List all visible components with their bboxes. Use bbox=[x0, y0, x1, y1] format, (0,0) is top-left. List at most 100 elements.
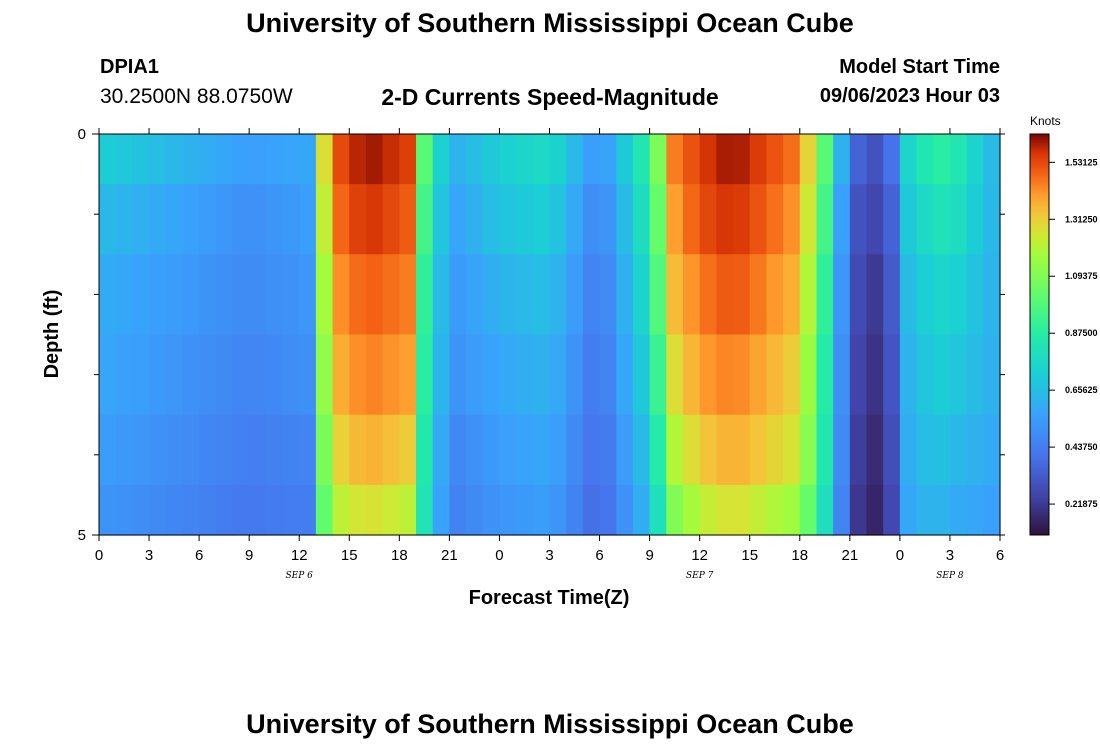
heatmap-cell bbox=[649, 414, 667, 486]
heatmap-cell bbox=[682, 414, 701, 486]
heatmap-cell bbox=[549, 184, 567, 255]
heatmap-cell bbox=[866, 254, 884, 336]
heatmap-cell bbox=[699, 254, 717, 336]
heatmap-cell bbox=[182, 334, 200, 416]
heatmap-cell bbox=[382, 184, 400, 255]
heatmap-cell bbox=[416, 254, 434, 336]
heatmap-cell bbox=[716, 334, 734, 416]
heatmap-cell bbox=[599, 184, 617, 255]
heatmap-cell bbox=[682, 254, 701, 336]
heatmap-cell bbox=[983, 334, 1001, 416]
heatmap-cell bbox=[215, 484, 234, 536]
heatmap-cell bbox=[599, 484, 617, 536]
heatmap-cell bbox=[382, 334, 400, 416]
heatmap-cell bbox=[816, 134, 834, 185]
heatmap-cell bbox=[99, 254, 117, 336]
heatmap-cell bbox=[799, 334, 818, 416]
heatmap-cell bbox=[899, 334, 918, 416]
model-start-label: Model Start Time bbox=[839, 56, 1000, 78]
heatmap-cell bbox=[883, 254, 901, 336]
heatmap-cell bbox=[399, 184, 417, 255]
heatmap-cell bbox=[332, 254, 350, 336]
heatmap-cell bbox=[549, 414, 567, 486]
heatmap-cell bbox=[332, 414, 350, 486]
heatmap-cell bbox=[199, 184, 217, 255]
heatmap-cell bbox=[349, 134, 367, 185]
x-tick-label: 12 bbox=[691, 547, 708, 564]
heatmap-cell bbox=[365, 254, 384, 336]
heatmap-cell bbox=[666, 134, 684, 185]
heatmap-cell bbox=[632, 334, 651, 416]
heatmap-cell bbox=[783, 184, 801, 255]
heatmap-cell bbox=[232, 484, 250, 536]
heatmap-cell bbox=[499, 184, 517, 255]
heatmap-cell bbox=[249, 254, 267, 336]
heatmap-cell bbox=[215, 134, 234, 185]
x-tick-label: 21 bbox=[441, 547, 458, 564]
heatmap-cell bbox=[332, 334, 350, 416]
heatmap-cell bbox=[632, 484, 651, 536]
heatmap-cell bbox=[566, 254, 584, 336]
heatmap-cell bbox=[816, 184, 834, 255]
heatmap-cell bbox=[983, 254, 1001, 336]
heatmap-cell bbox=[482, 334, 501, 416]
heatmap-cell bbox=[783, 484, 801, 536]
heatmap-cell bbox=[799, 484, 818, 536]
heatmap-cell bbox=[599, 134, 617, 185]
heatmap-cell bbox=[199, 134, 217, 185]
heatmap-cell bbox=[616, 254, 634, 336]
heatmap-cell bbox=[115, 484, 133, 536]
heatmap-cell bbox=[99, 484, 117, 536]
heatmap-cell bbox=[632, 254, 651, 336]
y-tick-label: 5 bbox=[78, 527, 86, 544]
heatmap-cell bbox=[933, 134, 951, 185]
heatmap-cell bbox=[249, 484, 267, 536]
heatmap-cell bbox=[249, 184, 267, 255]
heatmap-cell bbox=[99, 134, 117, 185]
heatmap-cell bbox=[532, 184, 551, 255]
x-tick-label: 3 bbox=[545, 547, 553, 564]
heatmap-cell bbox=[833, 134, 851, 185]
heatmap-cell bbox=[549, 334, 567, 416]
heatmap-cell bbox=[432, 334, 450, 416]
heatmap-cell bbox=[516, 484, 534, 536]
heatmap-cell bbox=[966, 134, 984, 185]
heatmap-cell bbox=[215, 184, 234, 255]
heatmap-cell bbox=[416, 414, 434, 486]
heatmap-cell bbox=[766, 134, 784, 185]
heatmap-cell bbox=[783, 134, 801, 185]
heatmap-cell bbox=[883, 334, 901, 416]
colorbar-unit-label: Knots bbox=[1030, 114, 1061, 128]
heatmap-cell bbox=[866, 334, 884, 416]
heatmap-cell bbox=[566, 484, 584, 536]
x-tick-label: 15 bbox=[741, 547, 758, 564]
heatmap-cell bbox=[132, 254, 150, 336]
heatmap-cell bbox=[449, 414, 467, 486]
heatmap-cell bbox=[99, 414, 117, 486]
heatmap-cell bbox=[582, 184, 601, 255]
heatmap-cell bbox=[699, 334, 717, 416]
heatmap-cell bbox=[215, 414, 234, 486]
heatmap-cell bbox=[265, 184, 284, 255]
heatmap-cell bbox=[132, 184, 150, 255]
heatmap-cell bbox=[432, 184, 450, 255]
heatmap-cell bbox=[766, 334, 784, 416]
heatmap-cell bbox=[983, 184, 1001, 255]
heatmap-cell bbox=[799, 134, 818, 185]
heatmap-cell bbox=[783, 414, 801, 486]
heatmap-cell bbox=[616, 334, 634, 416]
heatmap-cell bbox=[349, 414, 367, 486]
heatmap-cell bbox=[916, 334, 934, 416]
heatmap-cell bbox=[265, 254, 284, 336]
y-axis: 05 bbox=[78, 126, 1005, 544]
heatmap-cell bbox=[833, 484, 851, 536]
heatmap-cell bbox=[182, 254, 200, 336]
x-tick-label: 0 bbox=[896, 547, 904, 564]
heatmap-cell bbox=[149, 254, 167, 336]
heatmap-cell bbox=[499, 334, 517, 416]
heatmap-cell bbox=[449, 334, 467, 416]
heatmap-cell bbox=[299, 134, 317, 185]
heatmap-cell bbox=[933, 254, 951, 336]
heatmap-cell bbox=[365, 484, 384, 536]
heatmap-cell bbox=[349, 254, 367, 336]
